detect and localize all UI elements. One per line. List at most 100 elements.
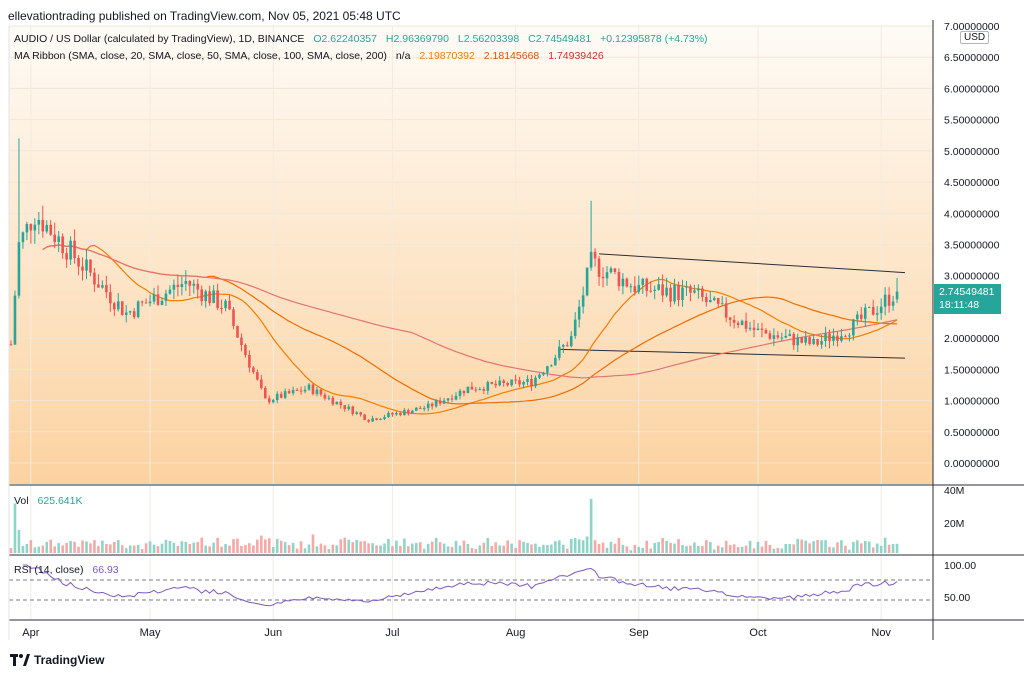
volume-bar (609, 541, 613, 553)
candle-body (287, 391, 291, 394)
candle-body (256, 372, 259, 380)
candle-body (617, 271, 621, 287)
candle-body (252, 367, 255, 373)
volume-bar (224, 543, 227, 553)
candle-body (248, 354, 251, 368)
volume-bar (180, 541, 184, 553)
currency-badge[interactable]: USD (960, 31, 990, 44)
volume-bar (97, 546, 100, 553)
candle-body (736, 322, 740, 326)
volume-bar (895, 543, 899, 553)
trendline-lower (559, 348, 906, 359)
volume-bar (359, 541, 362, 553)
volume-bar (669, 542, 672, 553)
volume-bar (124, 548, 128, 553)
volume-bar (236, 538, 239, 553)
price-tick-label: 2.00000000 (944, 333, 1000, 345)
volume-bar (81, 540, 84, 553)
volume-bar (411, 543, 414, 553)
volume-bar (848, 549, 851, 553)
candle-body (677, 284, 680, 301)
volume-bar (605, 547, 609, 553)
price-tick-label: 4.50000000 (944, 177, 1000, 189)
candle-body (434, 400, 438, 407)
candle-body (510, 379, 513, 386)
candle-body (81, 266, 84, 271)
candle-body (379, 418, 382, 420)
volume-bar (315, 546, 319, 553)
candle-body (693, 290, 696, 293)
volume-bar (335, 545, 339, 553)
volume-bar (363, 541, 366, 553)
candle-body (136, 301, 140, 318)
time-tick-label: Jul (385, 627, 399, 639)
volume-bar (852, 542, 855, 553)
volume-bar (593, 540, 597, 553)
volume-bar (136, 544, 140, 553)
candle-body (156, 294, 160, 305)
ma100-line (42, 244, 898, 379)
ma-legend: MA Ribbon (SMA, close, 20, SMA, close, 5… (14, 50, 610, 62)
candle-body (804, 337, 807, 343)
candle-body (816, 338, 819, 345)
last-price-value: 2.74549481 (939, 286, 995, 298)
volume-bar (526, 542, 529, 553)
candle-body (776, 335, 780, 338)
tradingview-logo[interactable]: TradingView (10, 653, 104, 667)
candle-body (422, 408, 426, 410)
volume-bar (597, 544, 601, 553)
volume-bar (720, 547, 724, 553)
candle-body (701, 288, 704, 298)
volume-bar (800, 539, 803, 553)
candle-body (105, 285, 108, 293)
volume-bar (347, 539, 351, 553)
volume-bar (494, 542, 498, 553)
volume-bar (367, 543, 370, 553)
candle-body (573, 319, 577, 337)
candle-body (69, 240, 72, 260)
volume-bar (534, 543, 537, 553)
candle-body (546, 366, 549, 373)
candle-body (792, 334, 796, 346)
volume-bar (522, 541, 525, 553)
volume-bar (458, 545, 462, 553)
candle-body (891, 301, 895, 306)
candle-body (875, 313, 879, 315)
candle-body (160, 300, 164, 305)
candle-body (558, 346, 561, 358)
candle-body (478, 389, 482, 391)
grid (9, 25, 933, 620)
time-tick-label: Nov (871, 627, 891, 639)
volume-bar (192, 542, 196, 553)
candle-body (764, 329, 768, 334)
candle-body (585, 267, 589, 296)
candle-body (852, 319, 855, 336)
volume-bar (832, 547, 835, 553)
volume-bar (891, 544, 895, 553)
volume-bar (502, 545, 505, 553)
volume-bar (820, 540, 823, 553)
volume-bar (859, 543, 863, 553)
price-tick-label: 1.00000000 (944, 396, 1000, 408)
volume-bar (442, 543, 446, 553)
candle-body (21, 232, 25, 243)
candle-body (307, 384, 311, 390)
volume-bar (450, 547, 454, 553)
publisher-line: ellevationtrading published on TradingVi… (8, 9, 401, 23)
volume-bar (510, 543, 513, 553)
volume-bar (399, 545, 402, 553)
volume-bar (343, 537, 347, 553)
candle-body (172, 284, 176, 290)
volume-bar (140, 548, 144, 553)
candle-body (13, 295, 17, 345)
candle-body (832, 335, 835, 341)
volume-bar (299, 541, 303, 553)
ma100-value: 1.74939426 (548, 50, 604, 62)
candle-body (411, 410, 414, 414)
candle-body (200, 289, 204, 302)
volume-bar (752, 548, 756, 553)
volume-bar (53, 546, 57, 553)
volume-bar (407, 546, 410, 553)
